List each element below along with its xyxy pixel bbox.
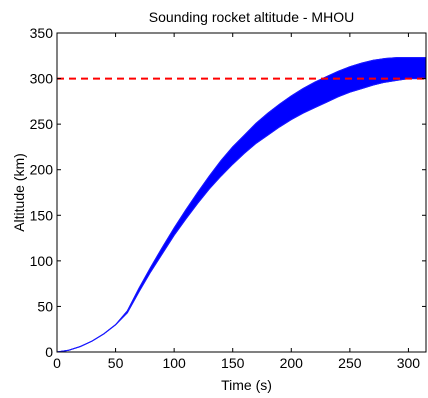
x-tick-label: 150 <box>221 355 245 371</box>
y-tick-label: 0 <box>45 344 53 360</box>
altitude-lower-envelope <box>56 78 426 353</box>
y-tick-label: 250 <box>30 116 54 132</box>
y-axis-ticks: 0 50 100 150 200 250 300 350 <box>30 25 426 360</box>
x-tick-label: 100 <box>162 355 186 371</box>
y-tick-label: 50 <box>37 298 53 314</box>
x-axis-ticks: 0 50 100 150 200 250 300 <box>53 33 420 371</box>
y-tick-label: 200 <box>30 162 54 178</box>
y-tick-label: 350 <box>30 25 54 41</box>
x-tick-label: 250 <box>338 355 362 371</box>
x-tick-label: 300 <box>397 355 421 371</box>
chart-title: Sounding rocket altitude - MHOU <box>149 9 354 25</box>
x-tick-label: 0 <box>53 355 61 371</box>
x-tick-label: 50 <box>108 355 124 371</box>
axes-frame <box>56 32 427 353</box>
x-axis-label: Time (s) <box>221 377 272 393</box>
y-tick-label: 150 <box>30 207 54 223</box>
x-tick-label: 200 <box>280 355 304 371</box>
y-tick-label: 100 <box>30 253 54 269</box>
y-axis-label: Altitude (km) <box>11 153 27 232</box>
y-tick-label: 300 <box>30 71 54 87</box>
